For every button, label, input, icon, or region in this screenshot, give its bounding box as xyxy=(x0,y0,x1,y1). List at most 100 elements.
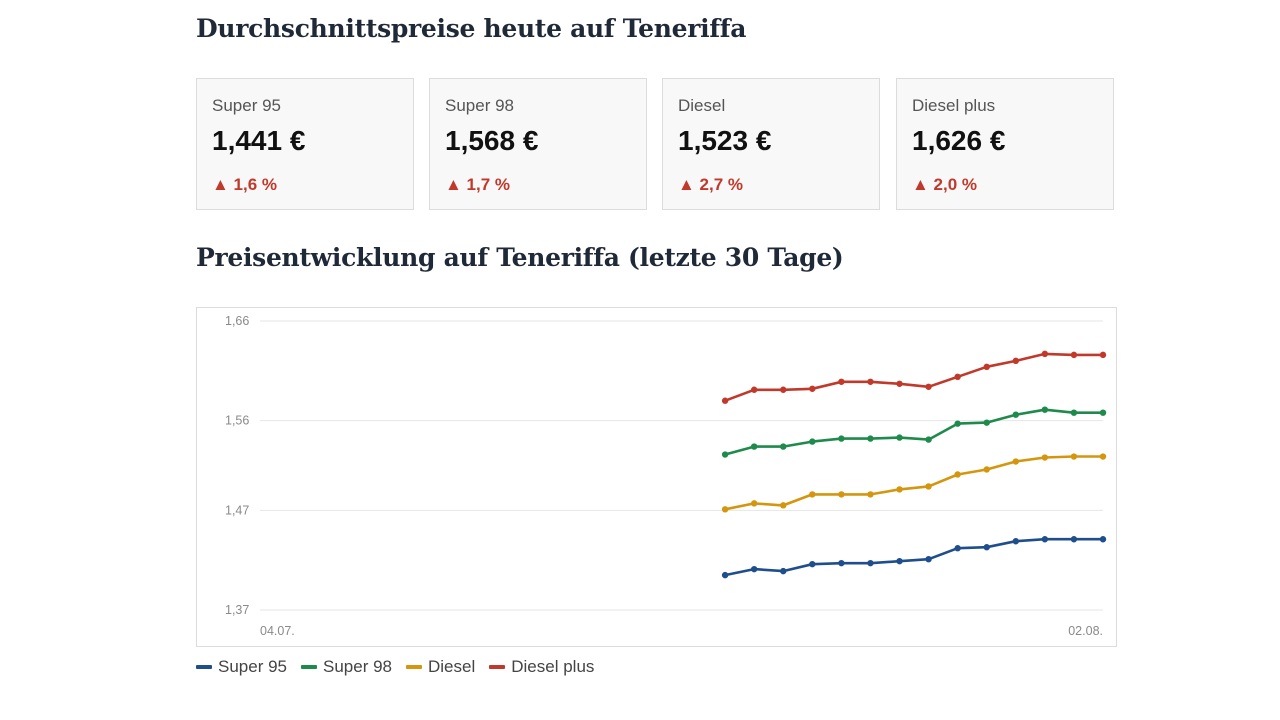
legend-item-super98[interactable]: Super 98 xyxy=(301,657,392,677)
data-point xyxy=(721,397,729,404)
price-card-diesel: Diesel 1,523 € ▲ 2,7 % xyxy=(662,78,880,210)
series-line-diesel xyxy=(724,455,1103,511)
legend-item-diesel[interactable]: Diesel xyxy=(406,657,475,677)
legend-swatch xyxy=(301,665,317,669)
data-point xyxy=(1070,409,1078,416)
legend-item-super95[interactable]: Super 95 xyxy=(196,657,287,677)
legend-item-dieselplus[interactable]: Diesel plus xyxy=(489,657,594,677)
data-point xyxy=(1070,351,1078,359)
data-point xyxy=(925,483,932,490)
card-price: 1,626 € xyxy=(912,125,1006,156)
price-card-super98: Super 98 1,568 € ▲ 1,7 % xyxy=(429,78,647,210)
legend-swatch xyxy=(489,665,506,669)
data-point xyxy=(838,378,845,385)
data-point xyxy=(867,378,874,385)
legend-label: Super 95 xyxy=(218,657,287,676)
data-point xyxy=(809,385,816,392)
data-point xyxy=(838,491,845,498)
data-point xyxy=(750,386,758,393)
data-point xyxy=(867,559,874,567)
data-point xyxy=(750,443,758,450)
data-point xyxy=(1041,350,1049,358)
data-point xyxy=(1070,536,1078,543)
price-chart: 1,37 1,47 1,56 1,66 04.07. 02.08. xyxy=(196,307,1117,647)
card-fuel-name: Diesel plus xyxy=(912,96,996,115)
data-point xyxy=(983,544,990,551)
y-tick-label: 1,56 xyxy=(225,414,249,428)
card-price: 1,441 € xyxy=(212,125,306,156)
data-point xyxy=(1012,538,1019,545)
x-tick-label: 02.08. xyxy=(1068,624,1103,638)
card-change: ▲ 2,7 % xyxy=(678,175,744,194)
data-point xyxy=(954,420,961,427)
data-point xyxy=(925,436,932,443)
data-point xyxy=(1012,357,1019,365)
series-line-super98 xyxy=(724,408,1103,456)
chart-title: Preisentwicklung auf Teneriffa (letzte 3… xyxy=(196,243,844,272)
data-point xyxy=(954,545,961,552)
data-point xyxy=(750,565,758,573)
data-point xyxy=(780,443,787,450)
y-tick-label: 1,47 xyxy=(225,503,249,517)
data-point xyxy=(867,491,874,498)
data-point xyxy=(896,380,903,387)
data-point xyxy=(809,560,816,568)
data-point xyxy=(896,557,903,565)
data-point xyxy=(867,435,874,442)
data-point xyxy=(983,419,990,426)
card-fuel-name: Super 95 xyxy=(212,96,281,115)
page-title: Durchschnittspreise heute auf Teneriffa xyxy=(196,14,747,43)
data-point xyxy=(750,500,758,507)
data-point xyxy=(925,383,932,390)
data-point xyxy=(1012,458,1019,465)
data-point xyxy=(954,373,961,381)
card-fuel-name: Diesel xyxy=(678,96,726,115)
data-point xyxy=(838,559,845,567)
data-point xyxy=(721,506,729,513)
legend-label: Super 98 xyxy=(323,657,392,676)
y-tick-label: 1,37 xyxy=(225,603,249,617)
data-point xyxy=(780,502,787,509)
chart-legend: Super 95 Super 98 Diesel Diesel plus xyxy=(196,657,594,677)
series-line-dieselplus xyxy=(724,352,1103,402)
data-point xyxy=(721,571,729,579)
data-point xyxy=(1041,454,1049,461)
legend-label: Diesel xyxy=(428,657,476,676)
data-point xyxy=(1099,536,1107,543)
card-price: 1,568 € xyxy=(445,125,539,156)
series-line-super95 xyxy=(724,537,1103,577)
data-point xyxy=(983,466,990,473)
x-tick-label: 04.07. xyxy=(260,624,295,638)
price-card-dieselplus: Diesel plus 1,626 € ▲ 2,0 % xyxy=(896,78,1114,210)
data-point xyxy=(896,434,903,441)
line-chart-svg: 1,37 1,47 1,56 1,66 04.07. 02.08. xyxy=(225,314,1107,638)
data-point xyxy=(983,363,990,371)
legend-swatch xyxy=(196,665,212,669)
data-point xyxy=(1041,536,1049,543)
data-point xyxy=(1070,453,1078,460)
data-point xyxy=(838,435,845,442)
legend-label: Diesel plus xyxy=(511,657,595,676)
card-fuel-name: Super 98 xyxy=(445,96,514,115)
data-point xyxy=(1099,351,1107,359)
legend-swatch xyxy=(406,665,422,669)
data-point xyxy=(896,486,903,493)
data-point xyxy=(780,567,787,575)
data-point xyxy=(1099,409,1107,416)
card-change: ▲ 1,6 % xyxy=(212,175,278,194)
data-point xyxy=(1041,406,1049,413)
data-point xyxy=(925,555,932,563)
data-point xyxy=(721,451,729,458)
card-change: ▲ 1,7 % xyxy=(445,175,511,194)
card-price: 1,523 € xyxy=(678,125,772,156)
card-change: ▲ 2,0 % xyxy=(912,175,978,194)
data-point xyxy=(954,471,961,478)
data-point xyxy=(1099,453,1107,460)
data-point xyxy=(1012,411,1019,418)
price-card-super95: Super 95 1,441 € ▲ 1,6 % xyxy=(196,78,414,210)
data-point xyxy=(809,438,816,445)
data-point xyxy=(809,491,816,498)
y-tick-label: 1,66 xyxy=(225,314,249,328)
price-cards: Super 95 1,441 € ▲ 1,6 % Super 98 1,568 … xyxy=(196,78,1117,212)
data-point xyxy=(780,386,787,393)
